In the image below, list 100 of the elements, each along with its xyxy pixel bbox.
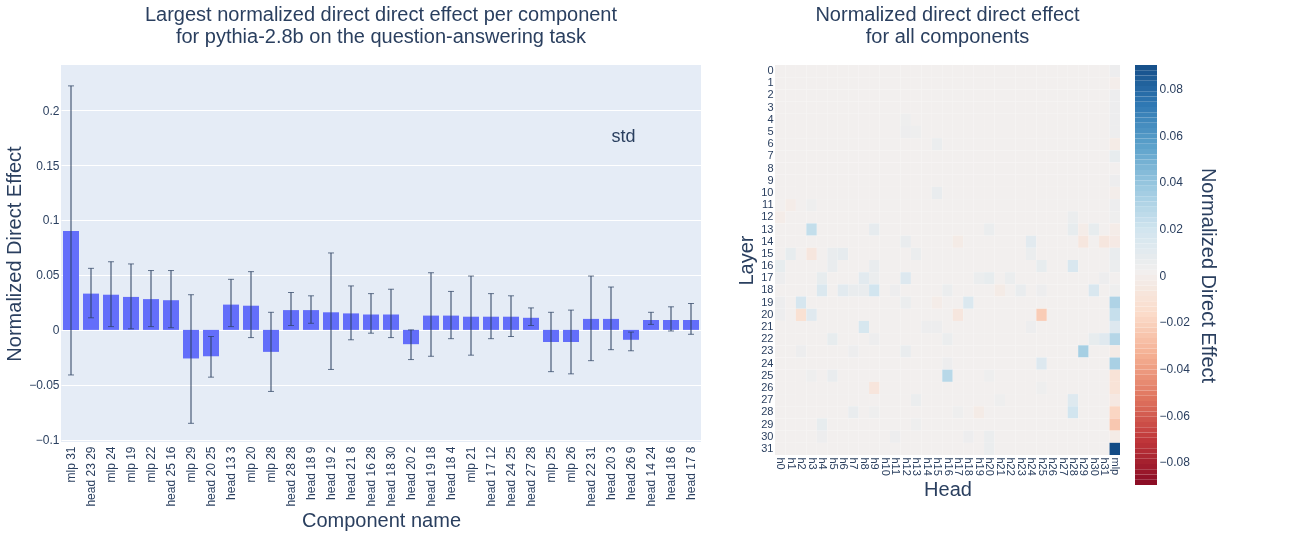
annotation: std xyxy=(611,125,636,146)
x-tick-label: head 18 4 xyxy=(444,446,458,500)
x-tick-label: h17 xyxy=(952,457,965,476)
x-tick-label: h25 xyxy=(1036,457,1049,476)
y-tick-label: 19 xyxy=(761,295,774,308)
x-tick-label: h20 xyxy=(984,457,997,476)
y-tick-label: 23 xyxy=(761,344,774,357)
y-tick-label: 0.1 xyxy=(42,213,60,228)
y-tick-label: 12 xyxy=(761,210,774,223)
y-tick-label: 5 xyxy=(767,125,774,138)
x-axis-title: Head xyxy=(924,477,972,500)
y-tick-label: 4 xyxy=(767,112,774,125)
x-tick-label: h26 xyxy=(1047,457,1060,476)
x-tick-label: head 17 8 xyxy=(684,446,698,500)
x-tick-label: h28 xyxy=(1067,457,1080,476)
chart-title: Largest normalized direct direct effect per component for pythia-2.8b on the question-answering task xyxy=(144,3,618,47)
y-tick-label: 0 xyxy=(52,323,60,338)
x-tick-label: h15 xyxy=(932,457,945,476)
x-tick-label: head 25 16 xyxy=(164,446,178,507)
y-tick-label: −0.1 xyxy=(35,433,60,448)
x-tick-label: head 20 25 xyxy=(204,446,218,507)
x-tick-label: head 17 12 xyxy=(484,446,498,507)
x-tick-label: h8 xyxy=(858,457,871,470)
y-tick-label: 28 xyxy=(761,405,774,418)
y-axis-title: Normalized Direct Effect xyxy=(3,145,26,362)
bar xyxy=(83,293,99,330)
x-tick-label: h30 xyxy=(1088,457,1101,476)
x-tick-label: h27 xyxy=(1057,457,1070,476)
y-tick-label: 11 xyxy=(762,198,774,211)
y-tick-label: 2 xyxy=(767,88,774,101)
y-tick-label: 15 xyxy=(761,246,774,259)
chart-title: Normalized direct direct effect for all components xyxy=(815,2,1081,47)
x-tick-label: head 13 3 xyxy=(224,446,238,500)
x-tick-label: h7 xyxy=(848,457,861,470)
x-tick-label: h4 xyxy=(817,457,830,470)
x-tick-label: mlp 28 xyxy=(264,446,278,483)
x-tick-label: h0 xyxy=(775,457,788,470)
x-tick-label: head 16 28 xyxy=(364,446,378,507)
x-tick-label: head 24 25 xyxy=(504,446,518,507)
x-tick-label: h5 xyxy=(827,457,840,470)
x-tick-label: mlp 24 xyxy=(104,446,118,483)
color-bar-label: 0.04 xyxy=(1159,175,1184,190)
x-tick-label: mlp 25 xyxy=(544,446,558,483)
x-tick-label: mlp 21 xyxy=(464,446,478,483)
x-tick-label: mlp 19 xyxy=(124,446,138,483)
x-tick-label: h24 xyxy=(1026,457,1039,476)
y-tick-label: 6 xyxy=(767,137,774,150)
y-tick-label: 7 xyxy=(767,149,774,162)
bar xyxy=(643,320,659,330)
y-tick-label: 13 xyxy=(761,222,774,235)
x-tick-label: head 20 2 xyxy=(404,446,418,500)
bar xyxy=(303,310,319,330)
y-tick-label: 8 xyxy=(767,161,774,174)
x-tick-label: h19 xyxy=(973,457,986,476)
color-bar-label: 0.06 xyxy=(1159,128,1184,143)
x-tick-label: mlp 20 xyxy=(244,446,258,483)
color-bar-label: −0.02 xyxy=(1159,315,1191,330)
y-tick-label: 26 xyxy=(761,380,774,393)
color-bar-label: 0.02 xyxy=(1159,221,1184,236)
y-tick-label: 14 xyxy=(761,234,774,247)
y-tick-label: 0 xyxy=(767,64,774,77)
x-tick-label: head 28 28 xyxy=(284,446,298,507)
x-tick-label: head 18 9 xyxy=(304,446,318,500)
y-tick-label: −0.05 xyxy=(29,378,60,393)
x-tick-label: h18 xyxy=(963,457,976,476)
x-tick-label: h3 xyxy=(806,457,819,470)
color-bar-label: 0 xyxy=(1159,268,1167,283)
color-bar-label: −0.08 xyxy=(1159,455,1191,470)
x-tick-label: h10 xyxy=(879,457,892,476)
y-tick-label: 16 xyxy=(761,259,774,272)
x-tick-label: h6 xyxy=(837,457,850,470)
x-tick-label: h14 xyxy=(921,457,934,476)
y-tick-label: 27 xyxy=(761,393,774,406)
x-tick-label: mlp 29 xyxy=(184,446,198,483)
y-tick-label: 18 xyxy=(761,283,774,296)
y-tick-label: 17 xyxy=(761,271,774,284)
color-bar-label: 0.08 xyxy=(1159,81,1184,96)
y-tick-label: 0.05 xyxy=(36,268,60,283)
x-tick-label: mlp 22 xyxy=(144,446,158,483)
x-tick-label: h2 xyxy=(796,457,809,470)
x-tick-label: h12 xyxy=(900,457,913,476)
y-tick-label: 24 xyxy=(761,356,774,369)
x-tick-label: h1 xyxy=(785,457,798,470)
x-tick-label: head 27 28 xyxy=(524,446,538,507)
y-tick-label: 0.2 xyxy=(42,103,60,118)
x-tick-label: head 14 24 xyxy=(644,446,658,507)
y-tick-label: 0.15 xyxy=(36,158,60,173)
y-axis-title: Layer xyxy=(735,235,758,286)
y-tick-label: 9 xyxy=(767,173,774,186)
x-tick-label: h9 xyxy=(869,457,882,470)
color-bar-title: Normalized Direct Effect xyxy=(1197,167,1220,384)
x-tick-label: head 18 30 xyxy=(384,446,398,507)
x-tick-label: mlp 26 xyxy=(564,446,578,483)
color-bar-label: −0.06 xyxy=(1159,408,1191,423)
y-tick-label: 3 xyxy=(767,100,774,113)
y-tick-label: 20 xyxy=(761,307,774,320)
y-tick-label: 25 xyxy=(761,368,774,381)
x-tick-label: head 18 6 xyxy=(664,446,678,500)
x-tick-label: head 19 18 xyxy=(424,446,438,507)
x-tick-label: h29 xyxy=(1078,457,1091,476)
